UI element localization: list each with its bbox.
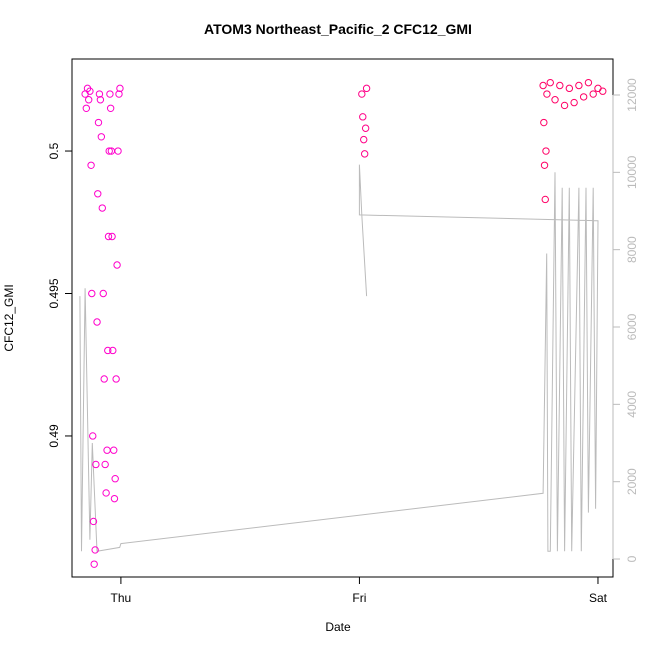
point — [584, 78, 593, 87]
point — [90, 560, 98, 568]
y2-tick-label: 4000 — [625, 391, 639, 418]
point — [361, 124, 370, 132]
point — [87, 161, 95, 169]
point — [542, 147, 550, 155]
point — [108, 232, 116, 241]
point — [93, 318, 101, 326]
point — [91, 546, 99, 554]
point — [113, 261, 121, 269]
altitude-line — [79, 164, 599, 552]
point — [104, 232, 113, 241]
x-axis-label: Date — [325, 620, 351, 634]
y-axis-label: CFC12_GMI — [2, 284, 16, 351]
point — [100, 375, 108, 383]
y2-tick-label: 8000 — [625, 236, 639, 263]
point — [541, 195, 549, 204]
point — [106, 90, 114, 98]
point — [539, 81, 547, 90]
y2-tick-label: 2000 — [625, 468, 639, 495]
point — [88, 289, 96, 298]
point — [115, 90, 123, 98]
point — [96, 96, 105, 104]
y-tick-label: 0.49 — [47, 424, 61, 448]
point — [95, 90, 104, 98]
point — [579, 93, 588, 101]
point — [599, 87, 607, 95]
point — [101, 460, 109, 469]
point — [84, 96, 93, 104]
point — [89, 517, 98, 526]
y-tick-label: 0.5 — [47, 142, 61, 159]
plot-frame — [71, 58, 614, 578]
point — [110, 446, 118, 454]
chart-title: ATOM3 Northeast_Pacific_2 CFC12_GMI — [204, 21, 472, 37]
point — [99, 289, 107, 298]
point — [97, 133, 106, 141]
y2-tick-label: 12000 — [625, 78, 639, 112]
x-tick-label: Thu — [111, 591, 132, 605]
point — [92, 460, 100, 469]
point — [82, 104, 91, 112]
y2-tick-label: 0 — [625, 555, 639, 562]
point — [94, 118, 103, 127]
point — [594, 84, 602, 93]
point — [103, 446, 111, 454]
point — [102, 489, 110, 497]
point — [98, 204, 106, 212]
point — [551, 96, 559, 104]
y2-tick-label: 6000 — [625, 313, 639, 340]
point — [360, 150, 369, 158]
x-tick-label: Fri — [352, 591, 366, 605]
point — [560, 101, 569, 110]
x-tick-label: Sat — [589, 591, 608, 605]
point — [110, 494, 119, 503]
point — [565, 84, 574, 93]
point — [589, 90, 597, 98]
point — [114, 147, 122, 155]
point — [105, 147, 113, 155]
point — [540, 161, 549, 169]
point — [109, 346, 117, 355]
point — [111, 474, 119, 483]
point — [546, 78, 554, 87]
point — [540, 118, 548, 127]
point — [543, 90, 551, 98]
point — [104, 346, 112, 355]
point — [575, 81, 583, 90]
point — [362, 84, 371, 93]
y2-tick-label: 10000 — [625, 155, 639, 189]
y-tick-label: 0.495 — [47, 278, 61, 308]
point — [89, 432, 97, 440]
point — [86, 87, 94, 95]
point — [112, 375, 120, 383]
point — [358, 90, 366, 98]
point — [570, 98, 578, 107]
point — [94, 190, 102, 198]
point — [116, 84, 124, 93]
point — [360, 135, 368, 144]
point — [359, 113, 367, 121]
point — [556, 81, 564, 90]
point — [106, 104, 115, 112]
